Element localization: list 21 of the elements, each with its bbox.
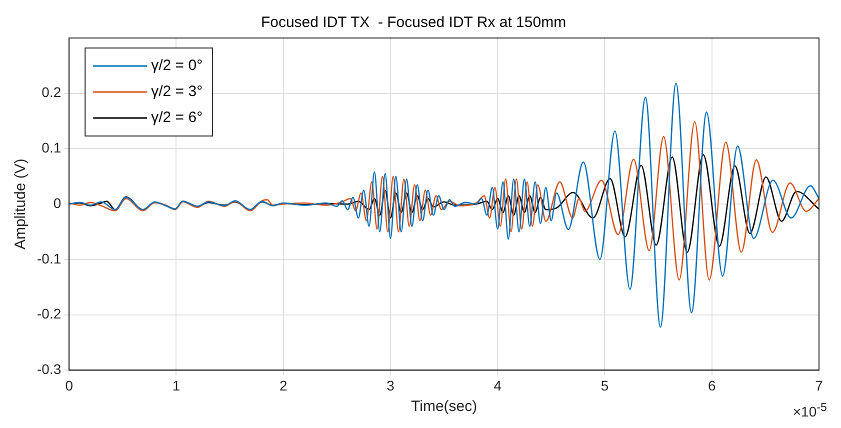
text: ×10$^{-5}$ xyxy=(792,401,827,420)
x-tick-label: 0 xyxy=(65,377,74,394)
x-tick-label: 1 xyxy=(172,377,180,394)
y-tick-label: -0.2 xyxy=(37,306,62,322)
y-tick-label: 0 xyxy=(53,194,62,211)
x-tick-label: 4 xyxy=(494,377,502,394)
legend-label: γ/2 = 6° xyxy=(151,109,203,126)
x-axis-title: Time(sec) xyxy=(411,398,478,416)
legend-label: γ/2 = 0° xyxy=(151,57,203,74)
x-tick-label: 2 xyxy=(279,377,288,394)
y-tick-label: -0.3 xyxy=(37,361,62,378)
y-axis-title: Amplitude (V) xyxy=(12,158,30,250)
chart-title: Focused IDT TX - Focused IDT Rx at 150mm xyxy=(260,14,566,32)
y-tick-label: 0.1 xyxy=(42,140,62,156)
y-tick-label: -0.1 xyxy=(37,250,62,266)
x-tick-label: 5 xyxy=(600,377,609,394)
x-tick-label: 3 xyxy=(386,377,395,394)
y-tick-label: 0.2 xyxy=(42,84,62,100)
x-tick-label: 7 xyxy=(815,377,824,394)
legend-label: γ/2 = 3° xyxy=(151,83,203,100)
x-tick-label: 6 xyxy=(708,377,716,394)
